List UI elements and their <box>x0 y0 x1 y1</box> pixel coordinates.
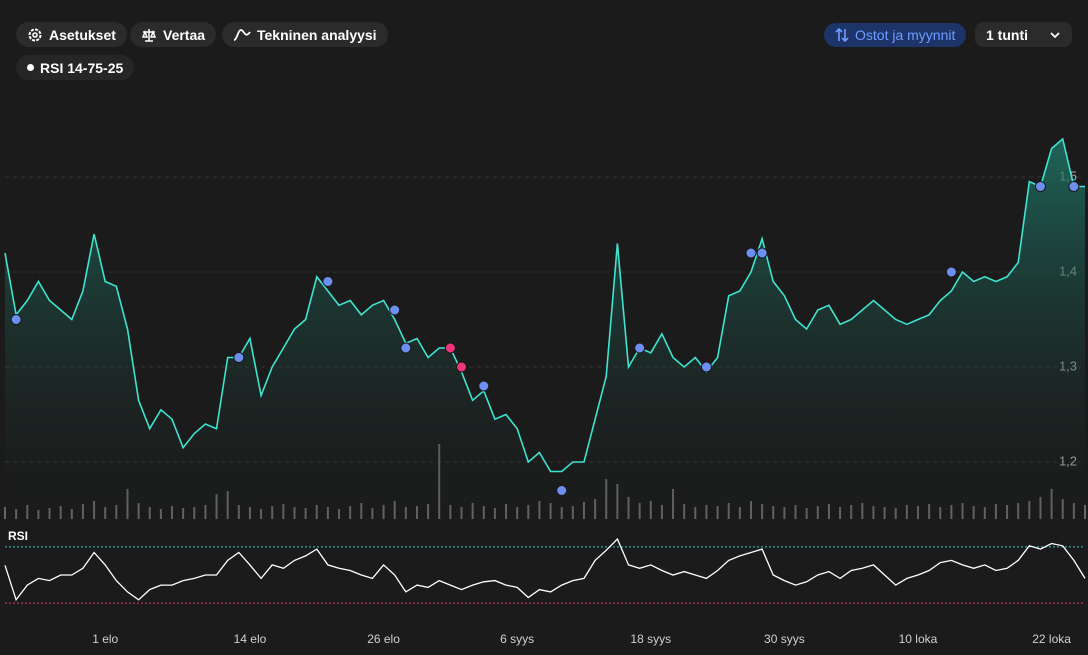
sell-marker <box>444 342 456 354</box>
buy-marker <box>756 247 768 259</box>
x-tick-label: 26 elo <box>367 632 400 646</box>
trades-label: Ostot ja myynnit <box>855 27 956 43</box>
interval-label: 1 tunti <box>986 26 1028 43</box>
rsi-line <box>4 537 1086 602</box>
technical-label: Tekninen analyysi <box>257 26 377 43</box>
settings-button[interactable]: Asetukset <box>16 22 127 47</box>
wave-icon <box>233 28 251 41</box>
settings-label: Asetukset <box>49 26 116 43</box>
x-tick-label: 10 loka <box>899 632 938 646</box>
x-tick-label: 30 syys <box>764 632 805 646</box>
buy-marker <box>233 352 245 363</box>
gear-icon <box>28 28 42 41</box>
sell-marker <box>455 361 467 373</box>
x-tick-label: 6 syys <box>500 632 534 646</box>
x-tick-label: 18 syys <box>630 632 671 646</box>
trades-button[interactable]: Ostot ja myynnit <box>824 23 967 47</box>
buy-marker <box>10 314 22 325</box>
indicator-dot <box>27 64 34 71</box>
price-area <box>5 139 1085 519</box>
scale-icon <box>141 28 157 42</box>
buy-marker <box>556 485 568 496</box>
compare-label: Vertaa <box>163 26 206 43</box>
buy-marker <box>1034 181 1046 192</box>
indicator-label: RSI 14-75-25 <box>40 59 124 76</box>
indicator-chip[interactable]: RSI 14-75-25 <box>16 55 135 80</box>
swap-icon <box>835 27 849 43</box>
compare-button[interactable]: Vertaa <box>130 22 217 47</box>
buy-marker <box>389 304 401 316</box>
buy-marker <box>478 380 490 392</box>
x-tick-label: 14 elo <box>234 632 267 646</box>
buy-marker <box>1068 181 1080 192</box>
x-tick-label: 22 loka <box>1032 632 1071 646</box>
x-tick-label: 1 elo <box>92 632 118 646</box>
rsi-title: RSI <box>8 529 28 543</box>
buy-marker <box>322 276 334 287</box>
buy-marker <box>945 266 957 278</box>
chevron-icon <box>1050 31 1060 38</box>
buy-marker <box>634 342 646 354</box>
technical-button[interactable]: Tekninen analyysi <box>222 22 388 47</box>
buy-marker <box>745 247 757 259</box>
price-line <box>4 137 1085 473</box>
buy-marker <box>400 342 412 354</box>
interval-dropdown[interactable]: 1 tunti <box>975 22 1072 47</box>
buy-marker <box>700 361 712 373</box>
